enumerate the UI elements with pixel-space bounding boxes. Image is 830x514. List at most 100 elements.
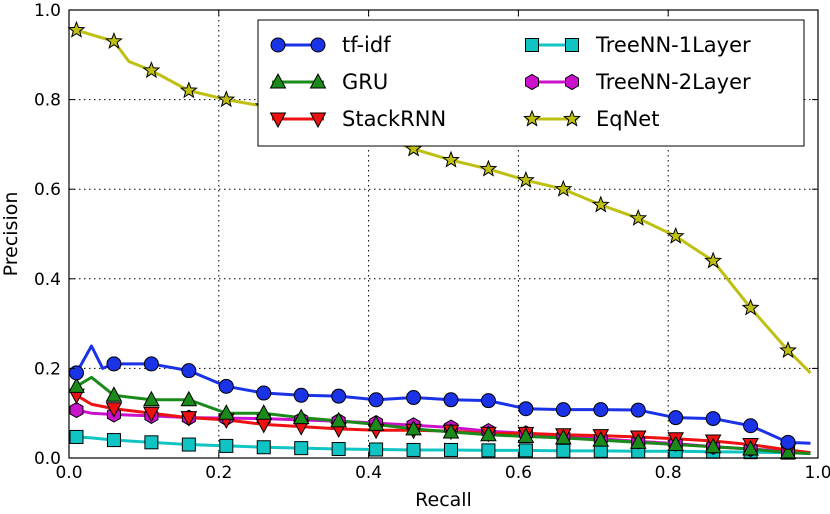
- data-point-treenn-1layer: [219, 438, 234, 453]
- series-markers-tf-idf: [68, 356, 796, 450]
- data-point-tf-idf: [743, 418, 759, 434]
- legend-marker-eqnet: [563, 109, 581, 127]
- data-point-eqnet: [741, 298, 760, 316]
- y-tick-label: 1.0: [34, 1, 61, 21]
- data-point-treenn-2layer: [69, 401, 84, 419]
- data-point-treenn-1layer: [181, 437, 196, 452]
- data-point-eqnet: [217, 90, 236, 108]
- data-point-treenn-1layer: [518, 443, 533, 458]
- data-point-gru: [217, 404, 235, 420]
- legend-entry-eqnet: EqNet: [523, 107, 659, 131]
- y-tick-label: 0.6: [34, 180, 61, 200]
- legend-entry-treenn-1layer: TreeNN-1Layer: [525, 33, 751, 57]
- data-point-gru: [704, 437, 722, 454]
- data-point-eqnet: [554, 179, 573, 197]
- legend-label-treenn-2layer: TreeNN-2Layer: [595, 70, 751, 94]
- data-point-gru: [592, 431, 610, 447]
- data-point-gru: [68, 377, 85, 393]
- data-point-tf-idf: [106, 356, 122, 372]
- data-point-tf-idf: [668, 410, 684, 426]
- series-markers: [67, 20, 797, 460]
- data-point-treenn-1layer: [144, 435, 159, 450]
- data-point-tf-idf: [555, 402, 571, 418]
- data-point-eqnet: [179, 81, 198, 99]
- data-point-treenn-1layer: [69, 429, 84, 444]
- data-point-tf-idf: [256, 385, 272, 401]
- legend-marker-tf-idf: [270, 37, 286, 53]
- x-tick-label: 0.8: [655, 463, 682, 483]
- data-point-tf-idf: [368, 392, 384, 408]
- x-tick-label: 0.0: [55, 463, 82, 483]
- data-point-stackrnn: [105, 402, 123, 418]
- legend-marker-gru: [309, 72, 327, 89]
- axis-ticks: 0.0 0.2 0.4 0.6 0.8 1.0 0.0 0.2 0.4 0.6 0.8 1.0: [34, 1, 830, 483]
- data-point-eqnet: [779, 341, 797, 359]
- data-point-eqnet: [591, 195, 610, 213]
- legend-marker-treenn-1layer: [565, 38, 579, 52]
- legend-entry-stackrnn: StackRNN: [269, 107, 446, 131]
- data-point-gru: [255, 404, 273, 420]
- data-point-tf-idf: [480, 393, 496, 409]
- legend-label-tf-idf: tf-idf: [342, 33, 391, 57]
- data-point-tf-idf: [181, 363, 197, 379]
- y-tick-label: 0.2: [34, 359, 61, 379]
- legend-marker-tf-idf: [310, 37, 326, 53]
- data-point-gru: [667, 435, 685, 452]
- data-point-tf-idf: [331, 388, 347, 404]
- series-line-tf-idf: [75, 344, 811, 445]
- legend-marker-gru: [269, 72, 287, 89]
- legend-label-treenn-1layer: TreeNN-1Layer: [595, 33, 751, 57]
- data-point-treenn-1layer: [294, 441, 309, 456]
- legend-label-gru: GRU: [342, 70, 388, 94]
- legend-entry-gru: GRU: [269, 70, 388, 94]
- data-point-gru: [180, 390, 198, 407]
- legend-marker-stackrnn: [269, 112, 287, 129]
- data-point-eqnet: [629, 208, 648, 226]
- data-point-gru: [330, 411, 347, 428]
- data-point-stackrnn: [143, 406, 160, 423]
- x-axis-title: Recall: [415, 489, 472, 511]
- series-markers-gru: [68, 377, 797, 460]
- data-point-stackrnn: [180, 411, 198, 427]
- data-point-tf-idf: [443, 392, 459, 408]
- x-tick-label: 1.0: [804, 463, 830, 483]
- legend-label-eqnet: EqNet: [596, 107, 659, 131]
- data-point-gru: [292, 408, 310, 425]
- data-point-eqnet: [442, 150, 460, 168]
- series-line-treenn-1layer: [76, 435, 811, 456]
- legend-marker-stackrnn: [309, 112, 327, 129]
- data-point-eqnet: [104, 31, 123, 49]
- data-point-treenn-1layer: [443, 442, 458, 457]
- data-point-tf-idf: [705, 411, 721, 427]
- legend-entry-tf-idf: tf-idf: [270, 33, 391, 57]
- data-point-tf-idf: [143, 356, 159, 372]
- legend-label-stackrnn: StackRNN: [342, 107, 446, 131]
- data-point-eqnet: [516, 170, 535, 188]
- data-point-treenn-1layer: [256, 440, 271, 455]
- data-point-tf-idf: [406, 390, 422, 406]
- series-line-gru: [75, 375, 811, 456]
- x-tick-label: 0.6: [505, 463, 532, 483]
- data-point-tf-idf: [218, 378, 234, 394]
- data-point-tf-idf: [293, 387, 309, 403]
- data-point-eqnet: [142, 61, 161, 79]
- x-tick-label: 0.2: [205, 463, 232, 483]
- legend-marker-treenn-2layer: [565, 73, 579, 91]
- data-point-tf-idf: [630, 402, 646, 418]
- y-tick-label: 0.4: [34, 270, 61, 290]
- legend-marker-treenn-1layer: [525, 38, 539, 52]
- legend-marker-eqnet: [523, 109, 541, 127]
- legend-entry-treenn-2layer: TreeNN-2Layer: [525, 70, 751, 94]
- data-point-gru: [442, 422, 460, 439]
- data-point-tf-idf: [593, 402, 609, 418]
- data-point-eqnet: [67, 20, 86, 38]
- data-point-gru: [405, 419, 422, 436]
- data-point-tf-idf: [780, 434, 796, 450]
- data-point-gru: [105, 386, 123, 402]
- data-point-tf-idf: [518, 401, 534, 417]
- data-point-eqnet: [704, 251, 723, 269]
- data-point-gru: [480, 425, 497, 442]
- data-point-treenn-1layer: [106, 433, 121, 448]
- data-point-gru: [742, 439, 759, 456]
